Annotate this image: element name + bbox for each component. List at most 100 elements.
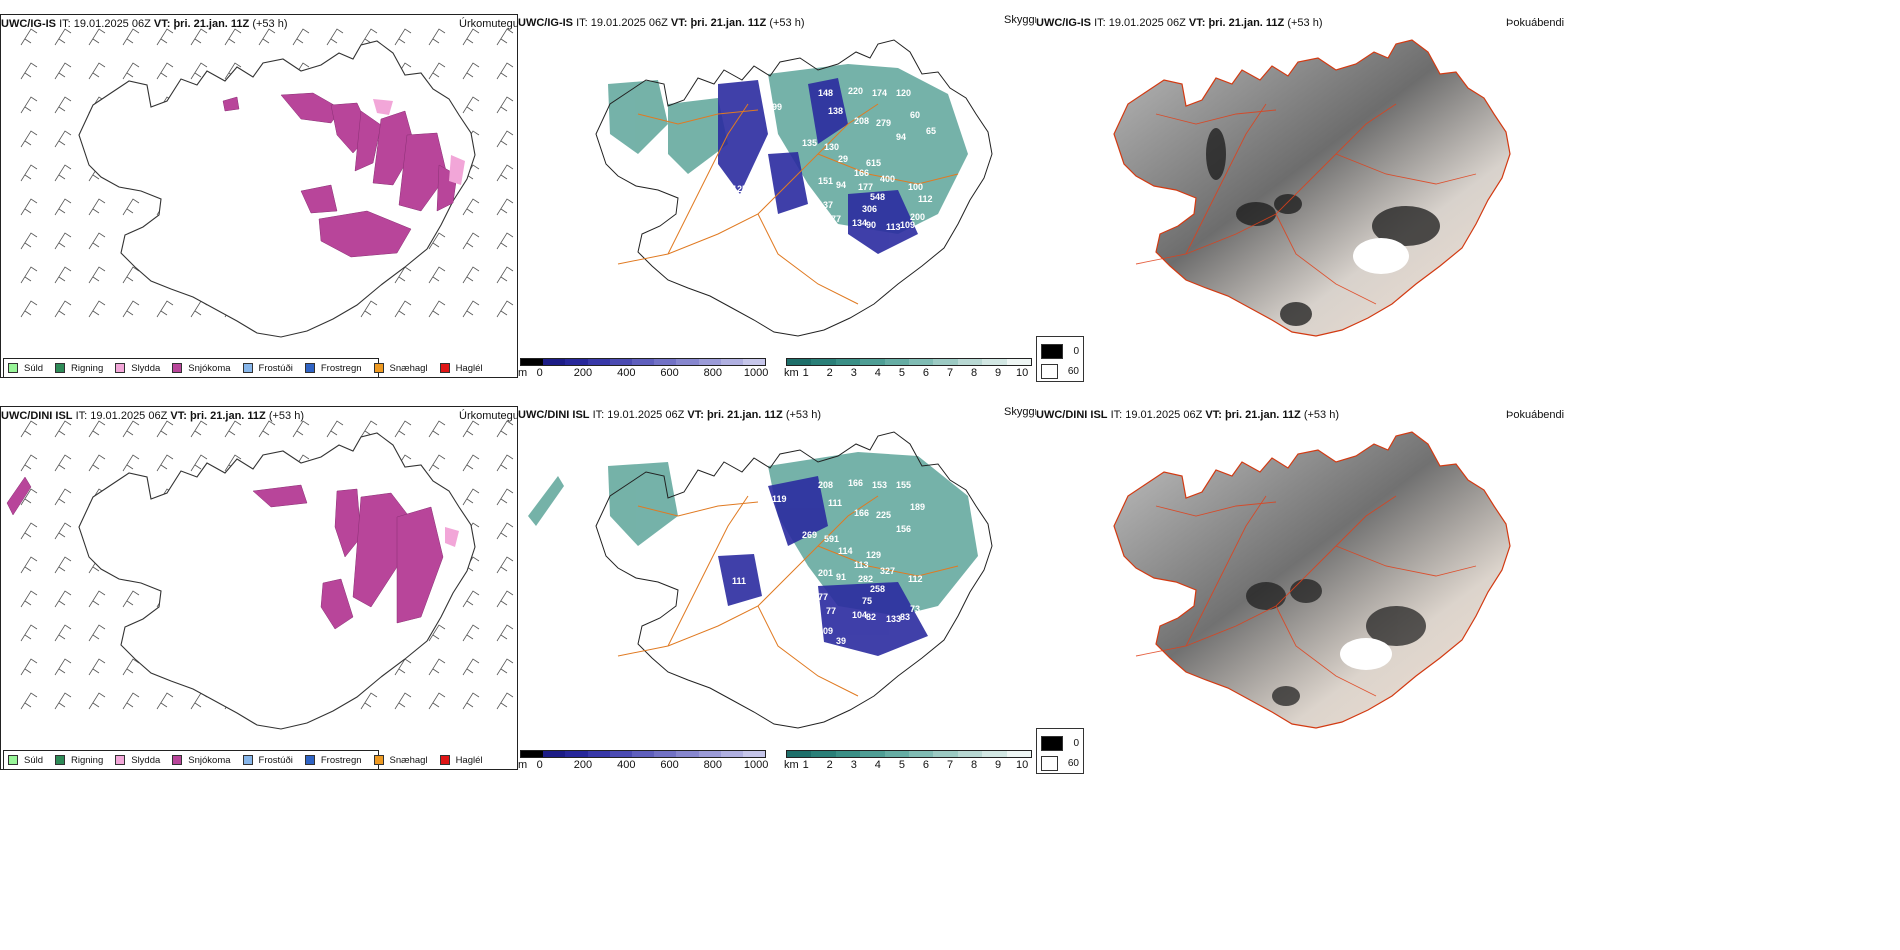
road [1135, 103, 1397, 265]
wind-barb [122, 590, 140, 608]
colorbar-cell [720, 359, 743, 365]
colorbar-tick: 0 [536, 759, 543, 771]
ceiling-value: 77 [826, 606, 836, 616]
fog-key-swatch [1041, 343, 1064, 359]
vt-label: VT: [687, 409, 704, 421]
ceiling-value: 548 [870, 192, 885, 202]
ceiling-value: 177 [858, 182, 873, 192]
ceiling-value: 135 [802, 138, 817, 148]
ceiling-value: 189 [910, 502, 925, 512]
wind-barb [462, 420, 480, 438]
wind-barb [428, 232, 446, 250]
precip-type-map [20, 28, 514, 338]
wind-barb [496, 232, 514, 250]
precip-legend-item: Snjókoma [172, 362, 231, 374]
model-name: UWC/IG-IS [1, 18, 56, 30]
precip-legend-item: Slydda [115, 363, 160, 374]
ceiling-value: 99 [772, 102, 782, 112]
colorbar-tick: 6 [922, 759, 929, 771]
iceland-outline [78, 40, 476, 338]
colorbar-cell [587, 751, 610, 757]
lead-time: (+53 h) [252, 18, 288, 30]
colorbar-cell [1006, 751, 1032, 757]
wind-barb [54, 164, 72, 182]
road [817, 545, 959, 577]
colorbar-tick: 1000 [743, 367, 769, 379]
wind-barb [496, 590, 514, 608]
wind-barb [122, 300, 140, 318]
colorbar-tick: 2 [826, 759, 833, 771]
wind-barb [88, 232, 106, 250]
colorbar-cell [565, 751, 588, 757]
ceiling-panel-top: UWC/IG-IS IT: 19.01.2025 06Z VT: þri. 21… [518, 14, 1043, 379]
precip-legend-item: Frostúði [242, 755, 293, 766]
colorbar-cell [698, 359, 721, 365]
colorbar-tick: 5 [898, 759, 905, 771]
legend-swatch [172, 755, 183, 765]
colorbar-tick: 600 [660, 759, 679, 771]
ceiling-value: 151 [818, 176, 833, 186]
colorbar-cell [742, 359, 766, 365]
wind-barb [394, 692, 412, 710]
it-label: IT: [576, 17, 588, 29]
lead-time: (+53 h) [1303, 409, 1340, 421]
legend-label: Snjókoma [188, 362, 231, 374]
fog-map [1113, 39, 1511, 337]
wind-barb [54, 624, 72, 642]
legend-label: Snæhagl [389, 754, 428, 766]
it-label: IT: [1110, 409, 1123, 421]
colorbar-tick: 1 [802, 759, 809, 771]
wind-barb [54, 232, 72, 250]
wind-barb [462, 300, 480, 318]
colorbar-tick: 0 [536, 367, 543, 379]
wind-barb [496, 692, 514, 710]
it-value: 19.01.2025 06Z [1108, 17, 1186, 29]
wind-barb [54, 198, 72, 216]
wind-barb [20, 266, 38, 284]
lead-time: (+53 h) [268, 410, 305, 422]
wind-barb [54, 488, 72, 506]
wind-barb [428, 266, 446, 284]
wind-barb [462, 488, 480, 506]
precip-legend: Súld Rigning Slydda Snjókoma Frostúði Frostre… [3, 750, 483, 770]
wind-barb [88, 300, 106, 318]
fog-key-swatch [1041, 363, 1058, 379]
wind-barb [156, 28, 174, 46]
legend-label: Rigning [71, 362, 104, 374]
ceiling-panel-bottom: UWC/DINI ISL IT: 19.01.2025 06Z VT: þri.… [518, 406, 1043, 771]
road [667, 103, 749, 255]
wind-barb [428, 624, 446, 642]
wind-barb [54, 658, 72, 676]
colorbar-cell [609, 359, 632, 365]
wind-barb [496, 300, 514, 318]
ceiling-value: 109 [818, 626, 833, 636]
wind-barb [20, 62, 38, 80]
iceland-outline [595, 39, 993, 337]
ceiling-value: 153 [872, 480, 887, 490]
colorbar-cell [654, 359, 677, 365]
vt-value: þri. 21.jan. 11Z [690, 17, 767, 29]
wind-barb [496, 130, 514, 148]
legend-swatch [304, 755, 315, 765]
iceland-outline [595, 431, 993, 729]
wind-barb [428, 420, 446, 438]
legend-swatch [373, 363, 384, 373]
road [1275, 605, 1377, 697]
legend-label: Slydda [131, 362, 161, 374]
wind-barb [462, 692, 480, 710]
colorbar-cell [884, 751, 910, 757]
wind-barb [88, 624, 106, 642]
ceiling-map: 148 220 174 120 138 99 208 279 94 60 135 130 29 61516… [595, 39, 993, 337]
colorbar-cell [933, 751, 958, 757]
ceiling-value: 130 [824, 142, 839, 152]
it-value: 19.01.2025 06Z [73, 18, 151, 30]
wind-barb [122, 454, 140, 472]
wind-barb [190, 62, 208, 80]
ceiling-value: 225 [876, 510, 891, 520]
wind-barb [496, 488, 514, 506]
wind-barb [54, 62, 72, 80]
colorbar-cell [909, 751, 934, 757]
wind-barb [462, 62, 480, 80]
wind-barb [462, 96, 480, 114]
legend-label: Frostregn [320, 362, 362, 374]
